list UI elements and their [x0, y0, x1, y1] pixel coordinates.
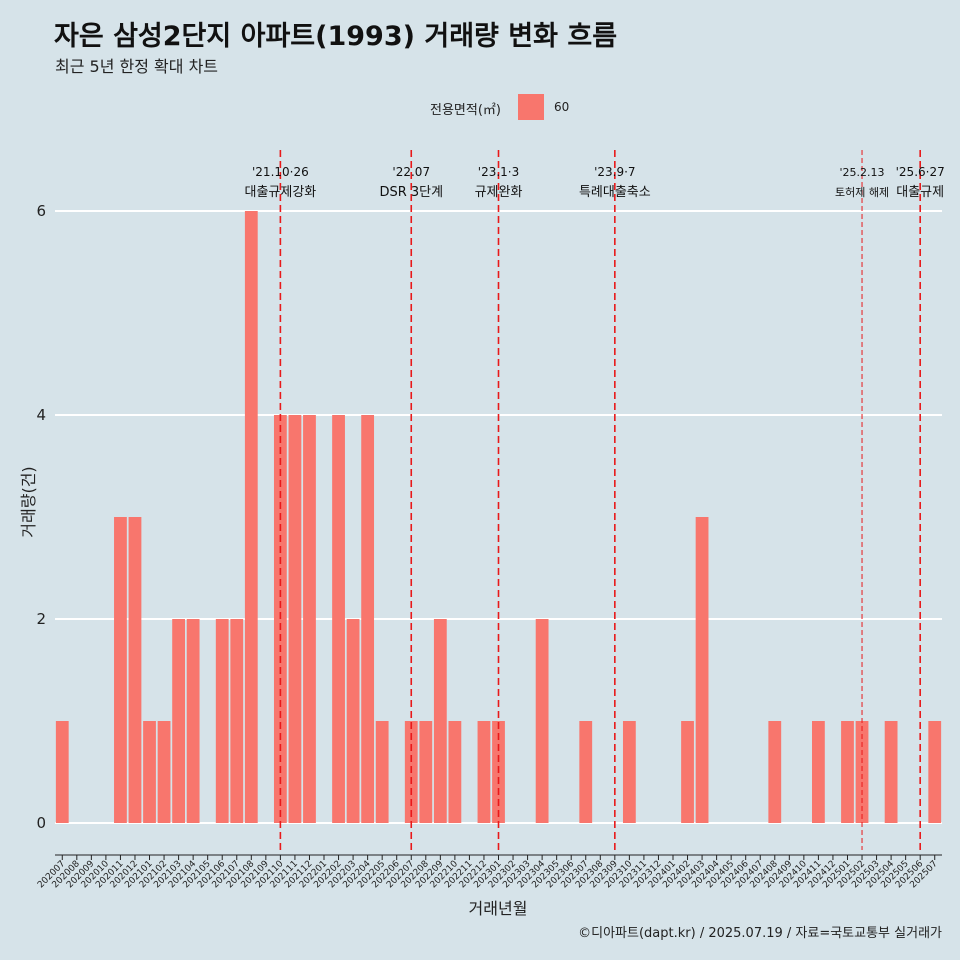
event-label: 대출규제강화: [245, 185, 317, 200]
bar: [186, 619, 200, 823]
legend-title: 전용면적(㎡): [430, 103, 501, 118]
bar: [230, 619, 244, 823]
event-label: 대출규제: [896, 185, 944, 200]
y-tick-label: 6: [36, 202, 46, 220]
bar: [768, 721, 782, 823]
chart-title: 자은 삼성2단지 아파트(1993) 거래량 변화 흐름: [54, 21, 618, 52]
bar: [346, 619, 360, 823]
bar: [244, 211, 258, 823]
bar: [114, 517, 127, 823]
bar: [535, 619, 549, 823]
bar: [157, 721, 171, 823]
bar: [841, 721, 854, 823]
chart-caption: ©디아파트(dapt.kr) / 2025.07.19 / 자료=국토교통부 실…: [578, 926, 942, 941]
event-date: '25.6·27: [896, 165, 945, 179]
bar: [332, 415, 345, 823]
bar: [128, 517, 142, 823]
legend-key-60: [518, 94, 544, 120]
legend: 전용면적(㎡) 60: [0, 94, 960, 120]
event-date: '21.10·26: [252, 165, 309, 179]
bar: [143, 721, 156, 823]
legend-label-60: 60: [554, 100, 570, 114]
bar: [681, 721, 694, 823]
y-tick-label: 2: [36, 610, 46, 628]
bar: [55, 721, 69, 823]
bar: [477, 721, 491, 823]
bar: [884, 721, 898, 823]
y-axis-title: 거래량(건): [19, 466, 38, 537]
bar: [375, 721, 389, 823]
event-date: '23.1·3: [478, 165, 519, 179]
event-label: 특례대출축소: [579, 185, 651, 200]
y-tick-label: 4: [36, 406, 46, 424]
event-date: '25.2.13: [840, 166, 885, 179]
event-label: 토허제 해제: [835, 185, 889, 199]
bar: [622, 721, 636, 823]
bar: [448, 721, 462, 823]
bar: [812, 721, 825, 823]
event-date: '23.9·7: [594, 165, 635, 179]
bar: [288, 415, 302, 823]
event-date: '22.07: [392, 165, 430, 179]
event-label: DSR 3단계: [379, 185, 443, 200]
y-tick-label: 0: [36, 814, 46, 832]
bar: [695, 517, 709, 823]
bar: [433, 619, 447, 823]
event-label: 규제완화: [475, 185, 523, 200]
chart-subtitle: 최근 5년 한정 확대 차트: [55, 57, 219, 76]
bar: [855, 721, 869, 823]
bar: [361, 415, 375, 823]
bar: [303, 415, 316, 823]
bar: [928, 721, 942, 823]
bar: [419, 721, 433, 823]
bar: [215, 619, 229, 823]
bar: [172, 619, 185, 823]
bar: [579, 721, 593, 823]
x-axis-title: 거래년월: [469, 899, 528, 918]
